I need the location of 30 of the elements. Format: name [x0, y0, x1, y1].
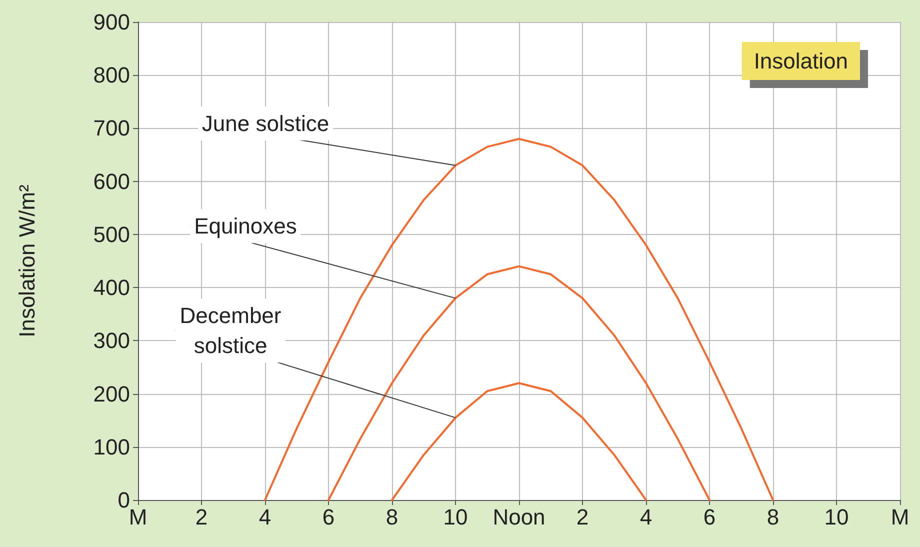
text: December solstice — [180, 303, 282, 358]
y-tick-label: 500 — [93, 222, 130, 247]
x-tick-label: 2 — [195, 504, 208, 530]
x-tick-label: 10 — [443, 504, 468, 530]
y-tick-label: 400 — [93, 275, 130, 300]
x-tick-label: 8 — [766, 504, 780, 530]
x-tick-label: 4 — [640, 504, 652, 530]
y-tick-label: 100 — [93, 434, 130, 460]
x-tick-label: 10 — [824, 504, 849, 530]
x-tick-label: 6 — [322, 504, 335, 530]
x-tick-label: 6 — [703, 504, 716, 530]
y-tick-label: 900 — [93, 10, 130, 34]
x-tick-label: M — [890, 504, 910, 530]
x-tick-label: Noon — [492, 504, 546, 530]
x-tick-label: 4 — [258, 504, 272, 530]
y-tick-label: 700 — [93, 116, 130, 141]
line-series — [391, 382, 647, 501]
x-tick-label: M — [128, 504, 148, 530]
line-series — [328, 265, 710, 501]
y-tick-label: 0 — [118, 488, 130, 512]
x-tick-label: 8 — [386, 504, 398, 530]
y-tick-label: 200 — [93, 381, 130, 406]
y-tick-label: 600 — [93, 168, 130, 194]
text: Equinoxes — [194, 214, 297, 239]
text: Insolation — [754, 48, 848, 74]
y-tick-label: 300 — [93, 328, 130, 354]
y-tick-label: 800 — [93, 62, 130, 88]
y-axis-title: Insolation W/m² — [14, 184, 40, 338]
x-tick-label: 2 — [576, 504, 589, 530]
text: June solstice — [202, 110, 330, 136]
